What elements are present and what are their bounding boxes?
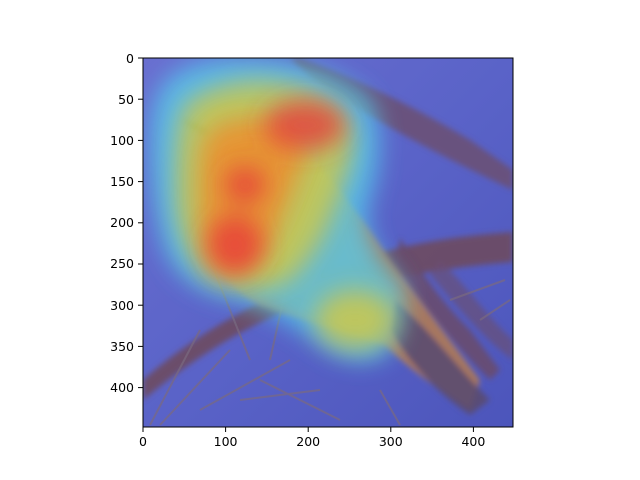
y-tick-label: 300	[110, 298, 134, 313]
y-tick-label: 150	[110, 174, 134, 189]
y-tick-label: 200	[110, 215, 134, 230]
y-tick-label: 350	[110, 339, 134, 354]
heatmap-overlay	[150, 58, 405, 362]
y-axis: 0 50 100 150 200 250 300 350 400	[110, 51, 143, 395]
x-tick-label: 0	[139, 434, 147, 449]
y-tick-label: 100	[110, 133, 134, 148]
y-tick-label: 400	[110, 380, 134, 395]
image-area	[143, 58, 513, 427]
x-tick-label: 300	[379, 434, 403, 449]
x-tick-label: 200	[296, 434, 320, 449]
x-axis: 0 100 200 300 400	[139, 427, 485, 449]
axes-frame	[142, 57, 514, 428]
x-tick-label: 400	[461, 434, 485, 449]
y-tick-label: 50	[118, 92, 134, 107]
x-tick-label: 100	[214, 434, 238, 449]
y-tick-label: 250	[110, 256, 134, 271]
y-tick-label: 0	[126, 51, 134, 66]
